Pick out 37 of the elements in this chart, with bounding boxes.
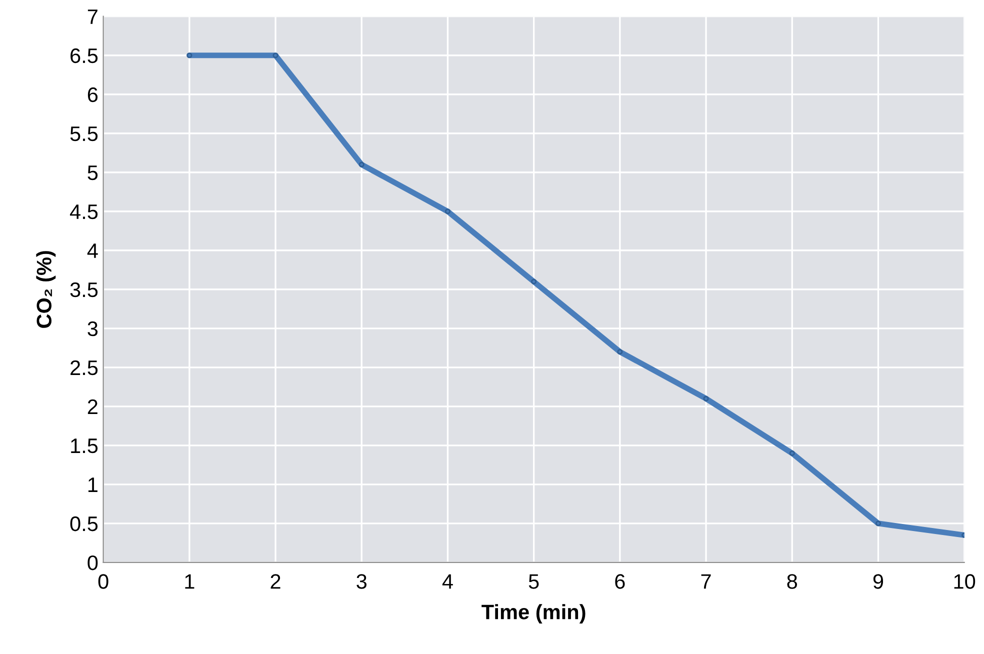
x-tick-label: 10 [954, 574, 976, 589]
x-tick-label: 3 [356, 574, 366, 589]
x-axis-title: Time (min) [482, 604, 586, 624]
y-tick-label: 6.5 [70, 48, 98, 64]
x-tick-label: 0 [98, 574, 108, 589]
x-tick-label: 2 [270, 574, 280, 589]
point [358, 162, 364, 168]
y-axis-title: CO₂ (%) [36, 251, 56, 328]
y-tick-label: 3 [88, 321, 98, 336]
point [617, 349, 623, 355]
point [875, 520, 881, 526]
y-tick-label: 6 [88, 87, 98, 102]
y-tick-label: 4.5 [70, 204, 98, 220]
y-tick-label: 0.5 [70, 516, 98, 532]
point [531, 278, 537, 284]
x-tick-label: 1 [185, 574, 194, 589]
x-tick-label: 5 [528, 574, 539, 589]
x-tick-label: 8 [787, 574, 798, 589]
point [703, 396, 709, 402]
x-tick-label: 4 [442, 574, 453, 589]
y-tick-label: 2.5 [70, 360, 98, 376]
x-tick-label: 9 [873, 574, 884, 589]
point [186, 52, 192, 58]
point [272, 52, 278, 58]
y-tick-label: 1 [88, 478, 98, 492]
y-tick-label: 0 [88, 555, 98, 570]
y-tick-label: 1.5 [71, 438, 98, 454]
y-tick-label: 2 [88, 399, 98, 414]
point [444, 208, 450, 214]
y-tick-label: 7 [88, 10, 98, 24]
x-tick-label: 6 [615, 574, 625, 589]
y-tick-label: 5.5 [70, 126, 98, 142]
y-tick-label: 4 [87, 244, 98, 258]
y-tick-label: 3.5 [70, 282, 98, 298]
y-tick-label: 5 [88, 166, 98, 180]
point [789, 450, 795, 456]
x-tick-label: 7 [701, 574, 711, 589]
